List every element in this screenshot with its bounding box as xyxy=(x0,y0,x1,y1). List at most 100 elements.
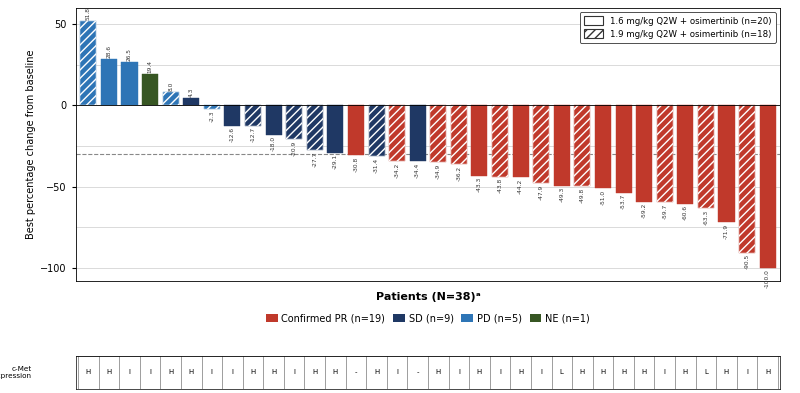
Bar xyxy=(533,105,550,183)
Text: I: I xyxy=(231,369,234,375)
Text: H: H xyxy=(600,369,606,375)
Bar xyxy=(739,105,755,253)
Bar xyxy=(492,105,508,176)
Bar xyxy=(410,105,426,162)
Bar xyxy=(554,105,570,185)
Bar xyxy=(492,105,508,176)
Legend: 1.6 mg/kg Q2W + osimertinib (n=20), 1.9 mg/kg Q2W + osimertinib (n=18): 1.6 mg/kg Q2W + osimertinib (n=20), 1.9 … xyxy=(580,12,776,43)
Bar xyxy=(286,105,302,140)
Bar xyxy=(327,105,343,153)
Text: 19.4: 19.4 xyxy=(148,60,153,73)
Bar xyxy=(636,105,652,202)
Text: H: H xyxy=(106,369,111,375)
Bar xyxy=(162,92,178,105)
Bar xyxy=(533,105,550,183)
Text: 51.8: 51.8 xyxy=(86,7,91,20)
Bar xyxy=(286,105,302,140)
Text: -12.6: -12.6 xyxy=(230,127,235,142)
Text: H: H xyxy=(168,369,174,375)
Text: H: H xyxy=(765,369,770,375)
Text: -: - xyxy=(417,369,419,375)
Text: -34.4: -34.4 xyxy=(415,163,420,178)
Text: 8.0: 8.0 xyxy=(168,82,173,91)
Text: -100.0: -100.0 xyxy=(765,269,770,288)
Text: -59.7: -59.7 xyxy=(662,204,667,219)
Bar xyxy=(389,105,405,161)
Text: -2.3: -2.3 xyxy=(210,110,214,122)
Text: I: I xyxy=(396,369,398,375)
Y-axis label: Best percentage change from baseline: Best percentage change from baseline xyxy=(26,50,36,239)
Bar xyxy=(80,21,96,105)
Bar xyxy=(369,105,385,156)
Text: -90.5: -90.5 xyxy=(745,254,750,269)
Text: -71.9: -71.9 xyxy=(724,224,729,239)
Text: -53.7: -53.7 xyxy=(621,194,626,209)
Text: H: H xyxy=(189,369,194,375)
Text: H: H xyxy=(621,369,626,375)
Text: -43.8: -43.8 xyxy=(498,178,502,193)
Text: H: H xyxy=(518,369,523,375)
Text: H: H xyxy=(724,369,729,375)
Text: -20.9: -20.9 xyxy=(292,141,297,156)
Bar xyxy=(245,105,261,126)
Text: H: H xyxy=(374,369,379,375)
Text: -31.4: -31.4 xyxy=(374,158,379,173)
Bar xyxy=(389,105,405,161)
Bar xyxy=(451,105,467,164)
Bar xyxy=(101,59,117,105)
Bar xyxy=(451,105,467,164)
Text: 4.3: 4.3 xyxy=(189,88,194,97)
Bar xyxy=(162,92,178,105)
Text: -49.3: -49.3 xyxy=(559,187,564,202)
Text: -49.8: -49.8 xyxy=(580,188,585,203)
Text: -59.2: -59.2 xyxy=(642,203,646,218)
Bar xyxy=(430,105,446,162)
Bar xyxy=(574,105,590,186)
Bar xyxy=(225,105,241,126)
Text: I: I xyxy=(540,369,542,375)
Text: H: H xyxy=(436,369,441,375)
Text: -34.2: -34.2 xyxy=(394,162,400,178)
Text: -: - xyxy=(354,369,358,375)
Text: H: H xyxy=(271,369,276,375)
Bar xyxy=(306,105,323,151)
Text: -34.9: -34.9 xyxy=(436,163,441,179)
Bar xyxy=(760,105,776,268)
Text: I: I xyxy=(293,369,295,375)
Bar xyxy=(718,105,734,222)
Bar xyxy=(513,105,529,177)
Text: L: L xyxy=(560,369,564,375)
Text: -60.6: -60.6 xyxy=(683,205,688,220)
Bar xyxy=(204,105,220,109)
Text: 26.5: 26.5 xyxy=(127,48,132,61)
Text: H: H xyxy=(642,369,646,375)
Bar xyxy=(678,105,694,204)
Text: -27.7: -27.7 xyxy=(312,152,318,167)
Bar xyxy=(142,74,158,105)
Bar xyxy=(80,21,96,105)
Text: H: H xyxy=(250,369,256,375)
Text: L: L xyxy=(704,369,708,375)
Text: -36.2: -36.2 xyxy=(456,165,462,181)
Text: I: I xyxy=(149,369,151,375)
Bar xyxy=(698,105,714,208)
Bar xyxy=(122,62,138,105)
Bar xyxy=(266,105,282,135)
Bar xyxy=(245,105,261,126)
Bar xyxy=(306,105,323,151)
Text: H: H xyxy=(477,369,482,375)
Bar xyxy=(369,105,385,156)
Text: H: H xyxy=(580,369,585,375)
Text: -12.7: -12.7 xyxy=(250,127,255,143)
Bar xyxy=(615,105,631,193)
Bar xyxy=(595,105,611,188)
Legend: Confirmed PR (n=19), SD (n=9), PD (n=5), NE (n=1): Confirmed PR (n=19), SD (n=9), PD (n=5),… xyxy=(262,309,594,327)
Text: -63.3: -63.3 xyxy=(703,209,708,225)
Text: -29.1: -29.1 xyxy=(333,154,338,169)
Bar xyxy=(739,105,755,253)
Text: -18.0: -18.0 xyxy=(271,136,276,151)
Text: I: I xyxy=(746,369,748,375)
Text: H: H xyxy=(682,369,688,375)
Bar xyxy=(574,105,590,186)
Text: H: H xyxy=(312,369,318,375)
